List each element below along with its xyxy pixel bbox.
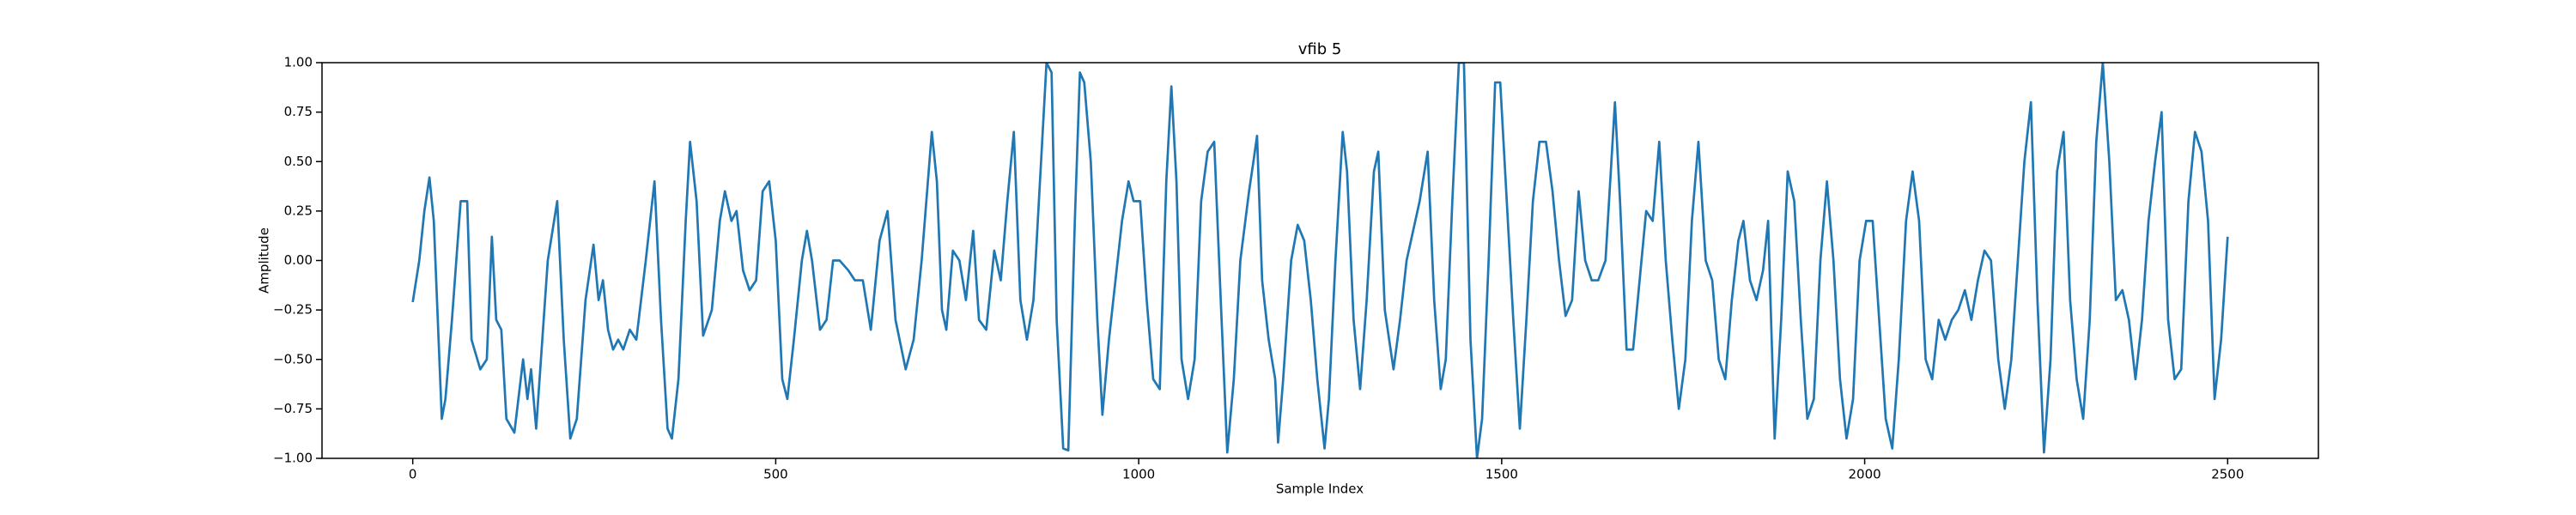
chart-title: vfib 5: [1298, 40, 1342, 58]
x-tick-label: 2000: [1848, 467, 1880, 482]
x-axis-label: Sample Index: [1276, 482, 1364, 497]
x-tick-label: 1500: [1485, 467, 1518, 482]
x-tick-label: 2500: [2211, 467, 2244, 482]
x-tick-label: 0: [409, 467, 417, 482]
y-tick-label: −0.75: [273, 401, 313, 416]
y-tick-label: 1.00: [284, 55, 313, 70]
y-tick-label: 0.75: [284, 104, 313, 119]
x-tick-label: 1000: [1122, 467, 1155, 482]
plot-frame: [321, 62, 2319, 459]
signal-line: [411, 63, 2229, 458]
x-tick-label: 500: [763, 467, 788, 482]
y-tick-label: 0.25: [284, 203, 313, 218]
y-tick-label: −0.50: [273, 351, 313, 367]
y-axis-label: Amplitude: [257, 227, 272, 294]
y-tick-label: 0.00: [284, 252, 313, 268]
y-tick-label: −0.25: [273, 302, 313, 318]
y-tick-label: 0.50: [284, 154, 313, 169]
y-tick-label: −1.00: [273, 451, 313, 466]
